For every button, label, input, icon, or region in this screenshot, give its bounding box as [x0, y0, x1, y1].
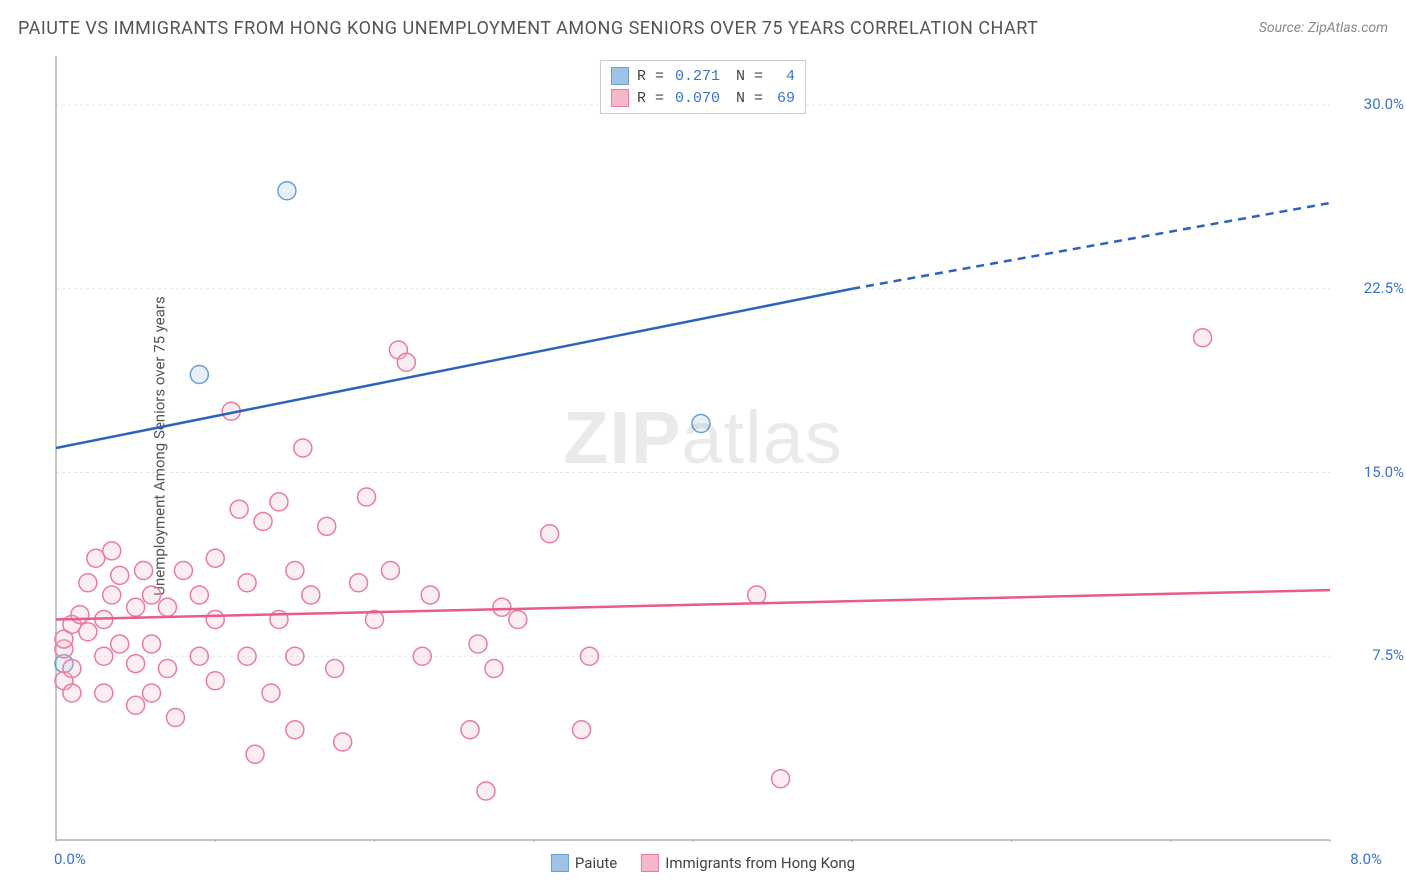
legend-n-label: N = [736, 68, 763, 85]
x-axis-min-label: 0.0% [54, 850, 86, 868]
legend-series-item: Paiute [551, 854, 617, 872]
chart-title: PAIUTE VS IMMIGRANTS FROM HONG KONG UNEM… [18, 18, 1038, 39]
legend-correlation-row: R = 0.070 N = 69 [611, 87, 795, 109]
source-attribution: Source: ZipAtlas.com [1259, 20, 1388, 36]
scatter-plot-svg [54, 54, 1380, 842]
legend-swatch [641, 854, 659, 872]
legend-r-label: R = [637, 68, 664, 85]
x-axis-max-label: 8.0% [1350, 850, 1382, 868]
legend-r-value: 0.070 [672, 90, 720, 107]
legend-n-value: 69 [771, 90, 795, 107]
y-tick-label: 22.5% [1364, 279, 1404, 297]
legend-swatch [611, 67, 629, 85]
legend-swatch [551, 854, 569, 872]
legend-correlation-row: R = 0.271 N = 4 [611, 65, 795, 87]
series-legend: Paiute Immigrants from Hong Kong [551, 854, 855, 872]
legend-n-label: N = [736, 90, 763, 107]
legend-series-item: Immigrants from Hong Kong [641, 854, 855, 872]
legend-r-label: R = [637, 90, 664, 107]
legend-swatch [611, 89, 629, 107]
correlation-legend: R = 0.271 N = 4 R = 0.070 N = 69 [600, 60, 806, 114]
chart-plot-area [54, 54, 1380, 842]
legend-n-value: 4 [771, 68, 795, 85]
y-tick-label: 30.0% [1364, 95, 1404, 113]
y-tick-label: 15.0% [1364, 463, 1404, 481]
y-tick-label: 7.5% [1372, 646, 1404, 664]
legend-series-label: Paiute [575, 854, 617, 872]
legend-series-label: Immigrants from Hong Kong [665, 854, 855, 872]
legend-r-value: 0.271 [672, 68, 720, 85]
